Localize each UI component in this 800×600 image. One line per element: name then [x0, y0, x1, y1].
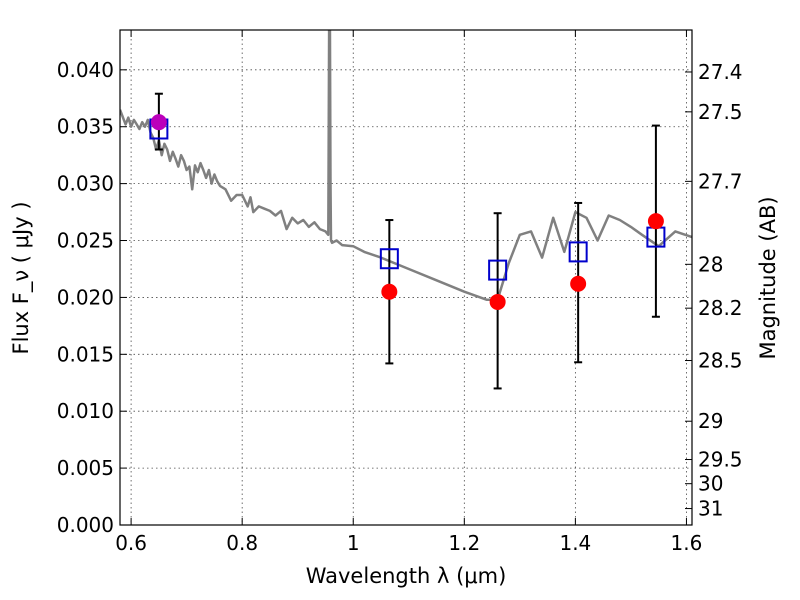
model-spectrum	[120, 30, 692, 301]
x-tick-label: 1.6	[671, 531, 703, 555]
observed-point	[570, 275, 587, 292]
x-tick-label: 1.4	[559, 531, 591, 555]
y-tick-label: 0.035	[57, 115, 114, 139]
y-tick-label: 0.020	[57, 285, 114, 309]
observed-point	[647, 213, 664, 230]
y-axis-label: Flux F_ν ( μJy )	[9, 201, 34, 354]
y-tick-label: 0.040	[57, 58, 114, 82]
y-tick-label: 0.000	[57, 513, 114, 537]
right-tick-label: 31	[698, 497, 723, 521]
right-tick-label: 28.5	[698, 349, 743, 373]
x-tick-label: 1	[347, 531, 360, 555]
model-photometry-square	[568, 241, 588, 263]
y-tick-label: 0.025	[57, 229, 114, 253]
grid-lines	[120, 30, 692, 526]
right-tick-label: 27.7	[698, 169, 743, 193]
right-axis-label: Magnitude (AB)	[756, 196, 780, 359]
model-photometry-square	[379, 248, 399, 270]
right-tick-label: 28.2	[698, 296, 743, 320]
observed-point	[381, 283, 398, 300]
model-spectrum-line	[120, 30, 692, 301]
y-tick-label: 0.015	[57, 342, 114, 366]
axis-ticks: 0.6 0.8 1 1.2 1.4 1.6 0.000 0.005 0.010 0.015 0.02…	[57, 30, 743, 555]
right-tick-label: 27.4	[698, 60, 743, 84]
plot-frame	[119, 29, 693, 526]
observed-point	[150, 114, 167, 131]
x-tick-label: 0.6	[115, 531, 147, 555]
y-tick-label: 0.030	[57, 172, 114, 196]
x-tick-label: 1.2	[448, 531, 480, 555]
right-tick-label: 29.5	[698, 448, 743, 472]
right-tick-label: 29	[698, 409, 723, 433]
error-bars	[154, 92, 660, 390]
right-tick-label: 28	[698, 252, 723, 276]
x-axis-label: Wavelength λ (μm)	[306, 564, 507, 588]
y-tick-label: 0.010	[57, 399, 114, 423]
model-photometry-square	[488, 259, 508, 281]
observed-point	[489, 293, 506, 310]
data-markers	[149, 114, 666, 310]
right-tick-label: 30	[698, 472, 723, 496]
right-tick-label: 27.5	[698, 100, 743, 124]
x-tick-label: 0.8	[226, 531, 258, 555]
y-tick-label: 0.005	[57, 456, 114, 480]
